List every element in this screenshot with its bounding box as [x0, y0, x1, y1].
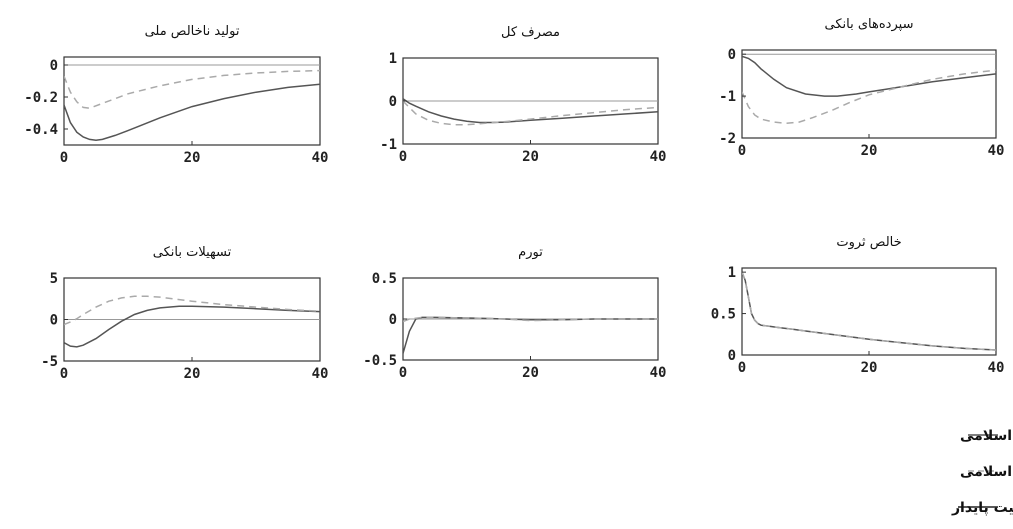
series-solid-line [403, 98, 658, 124]
panel-title: تورم [518, 245, 543, 260]
panel-6: خالص ثروت 0 20 40 1 0.5 0 [711, 235, 1005, 376]
series-solid-line [403, 316, 658, 354]
x-tick-label: 0 [399, 365, 407, 381]
legend-item-steady: وضعیت پایدار [951, 500, 1013, 516]
y-tick-label: -0.5 [363, 353, 397, 369]
series-solid-line [64, 83, 320, 141]
y-tick-label: 0 [389, 94, 397, 110]
series-dashed-line [64, 295, 320, 326]
panel-title: مصرف کل [501, 25, 560, 40]
y-tick-label: 0 [728, 348, 736, 364]
legend: مدل با لحاظ ابزارهای مالی اسلامی مدل بدو… [951, 428, 1013, 516]
y-tick-label: -1 [380, 137, 397, 153]
legend-item-solid: مدل با لحاظ ابزارهای مالی اسلامی [960, 428, 1013, 444]
legend-label-solid: مدل با لحاظ ابزارهای مالی اسلامی [960, 428, 1013, 444]
y-tick-label: -2 [719, 131, 736, 147]
x-tick-label: 20 [861, 143, 878, 159]
y-tick-label: 0 [50, 313, 58, 329]
series-dashed-line [742, 271, 996, 351]
x-tick-label: 40 [988, 143, 1005, 159]
plot-frame [741, 49, 997, 139]
y-tick-label: 0.5 [711, 307, 736, 323]
x-tick-label: 20 [522, 365, 539, 381]
x-tick-label: 40 [650, 365, 667, 381]
series-dashed-line [403, 100, 658, 126]
y-tick-label: 0 [389, 312, 397, 328]
legend-item-dashed: مدل بدون لحاظ ابزارهای مالی اسلامی [960, 464, 1013, 480]
y-tick-label: -5 [41, 354, 58, 370]
legend-label-steady: وضعیت پایدار [951, 500, 1013, 516]
x-tick-label: 20 [861, 360, 878, 376]
x-tick-label: 20 [184, 150, 201, 166]
series-dashed-line [64, 69, 320, 109]
panel-1: تولید ناخالص ملی 0 20 40 0 -0.2 -0.4 [24, 24, 328, 166]
y-tick-label: 5 [50, 271, 58, 287]
x-tick-label: 20 [184, 366, 201, 382]
plot-frame [63, 56, 321, 146]
panel-title: تولید ناخالص ملی [145, 24, 240, 39]
x-tick-label: 0 [738, 360, 746, 376]
x-tick-label: 40 [312, 150, 329, 166]
legend-label-dashed: مدل بدون لحاظ ابزارهای مالی اسلامی [960, 464, 1013, 480]
y-tick-label: 0 [728, 47, 736, 63]
x-tick-label: 0 [60, 150, 68, 166]
x-tick-label: 40 [312, 366, 329, 382]
panel-3: سپرده‌های بانکی 0 20 40 0 -1 -2 [719, 17, 1004, 159]
plot-frame [741, 267, 997, 356]
y-tick-label: -1 [719, 89, 736, 105]
y-tick-label: -0.4 [24, 122, 58, 138]
series-solid-line [742, 271, 996, 351]
x-tick-label: 40 [988, 360, 1005, 376]
panel-title: خالص ثروت [836, 235, 901, 250]
series-solid-line [742, 55, 996, 97]
series-dashed-line [403, 316, 658, 323]
panels: تولید ناخالص ملی 0 20 40 0 -0.2 -0.4 مصرف کل 0 20… [24, 17, 1004, 382]
x-tick-label: 20 [522, 149, 539, 165]
y-tick-label: 1 [728, 265, 736, 281]
x-tick-label: 0 [738, 143, 746, 159]
y-tick-label: 1 [389, 51, 397, 67]
y-tick-label: -0.2 [24, 90, 58, 106]
y-tick-label: 0.5 [372, 271, 397, 287]
series-solid-line [64, 305, 320, 348]
series-dashed-line [742, 69, 996, 125]
y-tick-label: 0 [50, 58, 58, 74]
x-tick-label: 40 [650, 149, 667, 165]
panel-title: تسهیلات بانکی [153, 245, 232, 260]
panel-title: سپرده‌های بانکی [825, 17, 914, 32]
x-tick-label: 0 [60, 366, 68, 382]
x-tick-label: 0 [399, 149, 407, 165]
